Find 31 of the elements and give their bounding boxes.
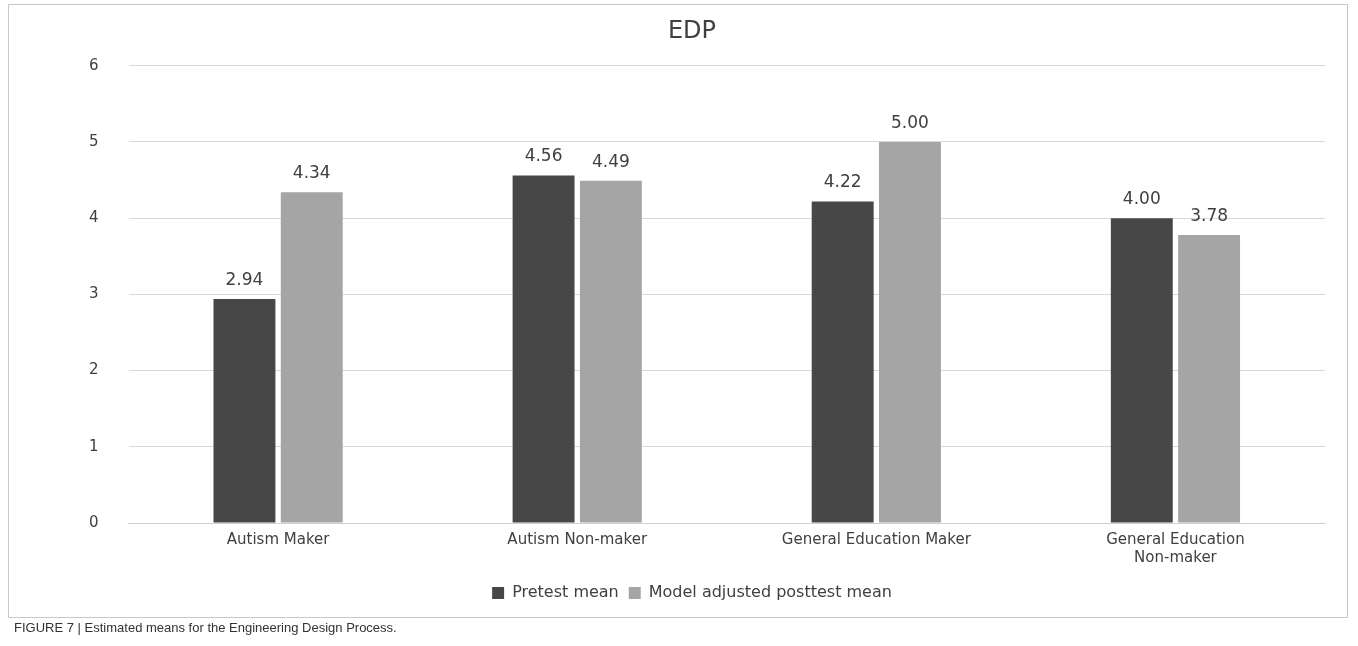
y-tick-label: 6 — [89, 55, 99, 74]
y-tick-label: 1 — [89, 436, 99, 455]
bar — [512, 175, 575, 523]
legend-label: Model adjusted posttest mean — [648, 582, 892, 602]
y-tick-label: 0 — [89, 512, 99, 531]
bar — [811, 201, 874, 523]
data-label: 5.00 — [891, 111, 929, 132]
y-tick-label: 4 — [89, 208, 99, 227]
data-label: 4.49 — [591, 150, 630, 171]
legend-label: Pretest mean — [512, 582, 619, 602]
data-label: 4.34 — [292, 162, 331, 183]
bar — [280, 192, 343, 523]
x-tick-label: Autism Non-maker — [507, 529, 648, 548]
x-tick-label: General Education Maker — [781, 529, 972, 548]
chart-title: EDP — [667, 15, 717, 44]
bar — [879, 142, 941, 523]
x-tick-label: Autism Maker — [226, 529, 331, 548]
data-label: 4.56 — [524, 145, 563, 166]
bar — [1178, 234, 1241, 523]
bar — [579, 180, 642, 523]
data-label: 3.78 — [1190, 204, 1229, 225]
x-tick-label: General Education Non-maker — [1106, 529, 1245, 566]
bar — [1110, 218, 1173, 523]
bar — [213, 298, 276, 523]
caption: FIGURE 7 | Estimated means for the Engineering Design Process. — [14, 620, 397, 635]
y-tick-label: 3 — [89, 284, 99, 303]
data-label: 2.94 — [225, 268, 264, 289]
y-tick-label: 5 — [89, 131, 99, 150]
y-tick-label: 2 — [89, 360, 99, 379]
data-label: 4.22 — [823, 171, 862, 192]
data-label: 4.00 — [1122, 188, 1161, 209]
